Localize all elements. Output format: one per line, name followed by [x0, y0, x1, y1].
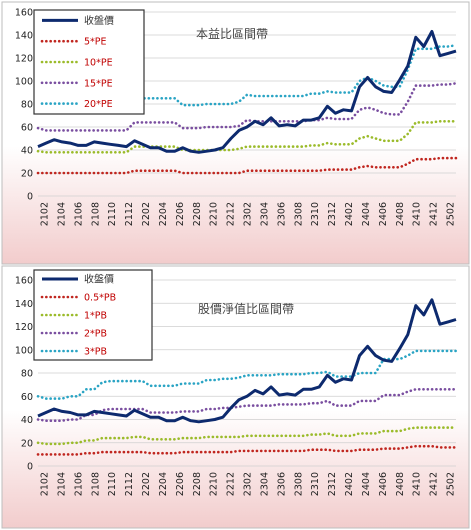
legend-box	[33, 9, 145, 115]
series-line-1	[36, 156, 458, 175]
x-tick-label: 2108	[90, 202, 101, 226]
y-tick-label: 80	[21, 369, 33, 380]
chart-title: 本益比區間帶	[196, 27, 268, 41]
x-tick-label: 2312	[327, 202, 338, 226]
chart-title: 股價淨值比區間帶	[198, 301, 294, 316]
x-tick-label: 2204	[158, 472, 169, 496]
x-tick-label: 2312	[327, 472, 338, 496]
y-tick-label: 120	[15, 322, 33, 333]
x-tick-label: 2402	[344, 202, 355, 226]
x-tick-label: 2110	[107, 202, 118, 226]
x-tick-label: 2104	[56, 202, 67, 226]
x-tick-label: 2206	[175, 472, 186, 496]
y-tick-label: 140	[15, 31, 33, 42]
x-tick-label: 2306	[276, 202, 287, 226]
series-line-0	[37, 30, 457, 154]
y-tick-label: 140	[15, 299, 33, 310]
legend-label-3: 2*PB	[84, 329, 107, 340]
x-tick-label: 2406	[378, 202, 389, 226]
legend-label-3: 15*PE	[84, 78, 113, 89]
y-tick-label: 0	[27, 192, 33, 203]
x-tick-label: 2208	[192, 202, 203, 226]
x-tick-label: 2304	[259, 202, 270, 226]
x-tick-label: 2202	[141, 202, 152, 226]
x-tick-label: 2410	[412, 202, 423, 226]
x-tick-label: 2112	[124, 472, 135, 496]
x-tick-label: 2502	[446, 472, 457, 496]
x-tick-label: 2210	[209, 202, 220, 226]
x-tick-label: 2310	[310, 472, 321, 496]
x-tick-label: 2502	[446, 202, 457, 226]
legend-label-2: 10*PE	[84, 58, 113, 69]
x-tick-label: 2404	[361, 202, 372, 226]
y-tick-label: 80	[21, 100, 33, 111]
x-tick-label: 2302	[243, 202, 254, 226]
x-tick-label: 2210	[209, 472, 220, 496]
x-tick-label: 2310	[310, 202, 321, 226]
y-tick-label: 100	[15, 77, 33, 88]
series-line-3	[36, 82, 458, 132]
x-tick-label: 2412	[429, 202, 440, 226]
series-line-0	[37, 298, 457, 424]
series-line-2	[36, 426, 458, 446]
legend-label-0: 收盤價	[84, 273, 114, 286]
x-tick-label: 2212	[226, 472, 237, 496]
pb-band-chart: 0 20 40 60 80 100 120 140 160 2102 2104 2106 2108 211…	[1, 265, 470, 529]
series-line-3	[36, 387, 458, 423]
x-tick-label: 2108	[90, 472, 101, 496]
legend-label-4: 3*PB	[84, 347, 107, 358]
x-tick-label: 2212	[226, 202, 237, 226]
x-tick-label: 2102	[40, 472, 51, 496]
x-tick-label: 2402	[344, 472, 355, 496]
y-tick-label: 20	[21, 169, 33, 180]
y-tick-label: 60	[21, 123, 33, 134]
y-tick-label: 40	[21, 415, 33, 426]
x-tick-label: 2308	[293, 472, 304, 496]
series-line-1	[36, 444, 458, 456]
x-tick-label: 2106	[73, 202, 84, 226]
x-tick-label: 2202	[141, 472, 152, 496]
x-tick-label: 2104	[56, 472, 67, 496]
y-tick-label: 0	[27, 462, 33, 473]
x-tick-label: 2208	[192, 472, 203, 496]
legend-label-4: 20*PE	[84, 99, 113, 110]
legend-label-2: 1*PB	[84, 311, 107, 322]
pe-band-chart: 0 20 40 60 80 100 120 140 160 2102 2104 2106 2108 211…	[1, 1, 470, 265]
x-tick-label: 2410	[412, 472, 423, 496]
x-tick-label: 2102	[40, 202, 51, 226]
x-tick-label: 2306	[276, 472, 287, 496]
legend-label-1: 5*PE	[84, 37, 107, 48]
y-tick-label: 120	[15, 54, 33, 65]
x-tick-label: 2206	[175, 202, 186, 226]
x-tick-label: 2406	[378, 472, 389, 496]
x-tick-label: 2112	[124, 202, 135, 226]
x-tick-label: 2204	[158, 202, 169, 226]
y-tick-label: 40	[21, 146, 33, 157]
y-tick-label: 160	[15, 276, 33, 287]
y-tick-label: 160	[15, 8, 33, 19]
legend-label-0: 收盤價	[84, 14, 114, 27]
x-tick-label: 2304	[259, 472, 270, 496]
x-tick-label: 2302	[243, 472, 254, 496]
x-tick-label: 2110	[107, 472, 118, 496]
y-tick-label: 100	[15, 345, 33, 356]
x-tick-label: 2106	[73, 472, 84, 496]
y-tick-label: 60	[21, 392, 33, 403]
x-tick-label: 2408	[395, 202, 406, 226]
legend-label-1: 0.5*PB	[84, 293, 116, 304]
x-tick-label: 2412	[429, 472, 440, 496]
x-tick-label: 2404	[361, 472, 372, 496]
x-tick-label: 2408	[395, 472, 406, 496]
series-line-2	[36, 120, 458, 154]
y-tick-label: 20	[21, 438, 33, 449]
x-tick-label: 2308	[293, 202, 304, 226]
